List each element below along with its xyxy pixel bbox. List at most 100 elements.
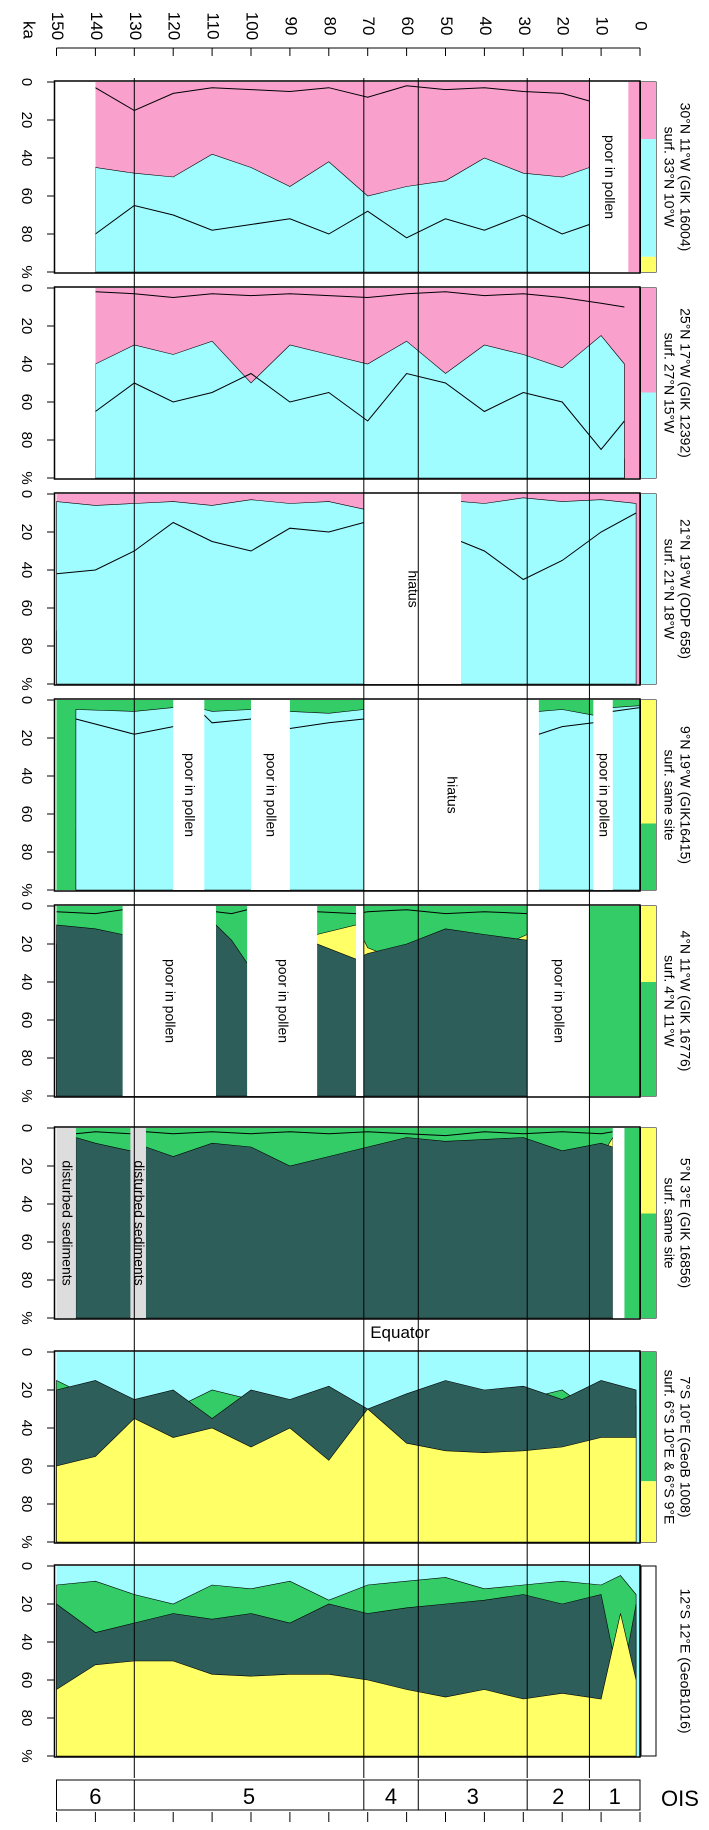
curve-line-1 xyxy=(95,291,625,308)
percent-tick-label: 80 xyxy=(18,638,35,655)
gap-label: poor in pollen xyxy=(182,753,198,837)
surface-cyan xyxy=(641,392,656,478)
gap-1 xyxy=(593,700,613,890)
percent-tick-label: 80 xyxy=(18,1050,35,1067)
percent-tick-label: % xyxy=(18,883,35,896)
panel-title: 30°N 11°W (GIK 16004) xyxy=(677,103,693,252)
surface-sample xyxy=(640,1565,657,1757)
panel-title: 7°S 10°E (GeoB 1008) xyxy=(677,1376,693,1517)
curve-line-1 xyxy=(56,512,637,581)
percent-tick-label: 0 xyxy=(18,902,35,910)
panel-2: 0 20 40 60 80% 25°N 17°W (GIK 12392)surf. 27°… xyxy=(18,284,693,485)
surface-green xyxy=(641,823,656,890)
percent-tick-label: 20 xyxy=(18,1158,35,1175)
percent-tick-label: % xyxy=(18,1311,35,1324)
gap-label: hiatus xyxy=(406,570,422,607)
gap-label: poor in pollen xyxy=(552,959,568,1043)
percent-tick-label: 80 xyxy=(18,432,35,449)
gap-label: disturbed sediments xyxy=(131,1160,147,1285)
surface-sample xyxy=(640,1351,657,1543)
age-tick-label: 130 xyxy=(126,12,145,40)
surface-yellow xyxy=(641,256,656,272)
percent-tick-label: 20 xyxy=(18,730,35,747)
percent-tick-label: % xyxy=(18,1749,35,1762)
ois-strip: 1 2 3 4 5 6 OIS xyxy=(56,1779,699,1822)
panel-7: 0 20 40 60 80% 7°S 10°E (GeoB 1008)surf. 6°S … xyxy=(18,1348,693,1549)
percent-tick-label: 60 xyxy=(18,1672,35,1689)
surface-sample xyxy=(640,287,657,479)
percent-tick-label: 0 xyxy=(18,490,35,498)
percent-tick-label: 60 xyxy=(18,1012,35,1029)
panel-surface-site: surf. 6°S 10°E & 6°S 9°E xyxy=(661,1370,677,1525)
area-yellow xyxy=(56,1408,637,1543)
ois-stage-label: 3 xyxy=(467,1784,479,1809)
percent-tick-label: 20 xyxy=(18,524,35,541)
gap-label: poor in pollen xyxy=(275,959,291,1043)
equator-label: Equator xyxy=(370,1323,430,1342)
curve-line-2 xyxy=(95,372,625,451)
surface-yellow xyxy=(641,700,656,824)
percent-tick-label: % xyxy=(18,1535,35,1548)
age-tick-label: 90 xyxy=(281,17,300,36)
surface-green xyxy=(641,1213,656,1318)
surface-yellow xyxy=(641,1128,656,1214)
percent-tick-label: 60 xyxy=(18,1458,35,1475)
percent-tick-label: 40 xyxy=(18,150,35,167)
area-cyan xyxy=(75,705,641,891)
percent-tick-label: 60 xyxy=(18,394,35,411)
panel-frame xyxy=(53,698,641,892)
surface-sample xyxy=(640,1127,657,1319)
percent-tick-label: 20 xyxy=(18,318,35,335)
panel-surface-site: surf. 27°N 15°W xyxy=(661,333,677,434)
gap-3 xyxy=(56,1128,76,1318)
ois-stage-label: 1 xyxy=(609,1784,621,1809)
gap-label: poor in pollen xyxy=(596,753,612,837)
percent-tick-label: 80 xyxy=(18,844,35,861)
gap-4 xyxy=(173,700,205,890)
panels-layer: poor in pollen 0 20 40 60 80% 30°N 11°W (GIK 1… xyxy=(18,78,693,1763)
percent-tick-label: % xyxy=(18,471,35,484)
panel-3: hiatus 0 20 40 60 80% 21°N 19°W (ODP 658)surf.… xyxy=(18,490,693,691)
area-yellow xyxy=(56,1613,637,1757)
panel-title: 4°N 11°W (GIK 16776) xyxy=(677,931,693,1072)
percent-tick-label: % xyxy=(18,677,35,690)
area-darkgreen xyxy=(75,1137,614,1319)
surface-sample xyxy=(640,905,657,1097)
panel-frame xyxy=(53,1126,641,1320)
ois-stage-label: 5 xyxy=(243,1784,255,1809)
gap-label: poor in pollen xyxy=(163,959,179,1043)
ois-stage-label: 2 xyxy=(552,1784,564,1809)
panel-title: 25°N 17°W (GIK 12392) xyxy=(677,308,693,458)
surface-sample xyxy=(640,81,657,273)
panel-title: 9°N 19°W (GIK16415) xyxy=(677,726,693,864)
percent-tick-label: 60 xyxy=(18,188,35,205)
age-tick-label: 80 xyxy=(320,17,339,36)
age-tick-label: 40 xyxy=(476,17,495,36)
blank-old xyxy=(56,82,96,272)
gap-label: hiatus xyxy=(445,776,461,813)
percent-tick-label: 0 xyxy=(18,1562,35,1570)
ois-stage-label: 6 xyxy=(89,1784,101,1809)
panel-4: poor in pollen hiatus poor in pollen poor i… xyxy=(18,696,693,897)
gap-2 xyxy=(356,906,364,1096)
panel-surface-site: surf. 4°N 11°W xyxy=(661,955,677,1048)
panel-title: 12°S 12°E (GeoB1016) xyxy=(677,1588,693,1733)
percent-tick-label: 20 xyxy=(18,1596,35,1613)
curve-line-2 xyxy=(95,204,590,239)
gap-1 xyxy=(527,906,590,1096)
age-tick-label: 120 xyxy=(165,12,184,40)
panel-1: poor in pollen 0 20 40 60 80% 30°N 11°W (GIK 1… xyxy=(18,78,693,279)
surface-sample xyxy=(640,493,657,685)
surface-cyan xyxy=(641,139,656,257)
percent-tick-label: 40 xyxy=(18,1634,35,1651)
panel-frame xyxy=(53,1564,641,1758)
gap-3 xyxy=(251,700,290,890)
percent-tick-label: 0 xyxy=(18,78,35,86)
age-axis: 0 10 20 30 40 50 60 70 80 90 100 110 120 130 140 150 ka xyxy=(20,12,651,56)
gap-1 xyxy=(363,494,462,684)
surface-yellow xyxy=(641,1481,656,1542)
age-tick-label: 10 xyxy=(593,17,612,36)
percent-tick-label: 60 xyxy=(18,806,35,823)
ois-box xyxy=(56,1779,641,1811)
